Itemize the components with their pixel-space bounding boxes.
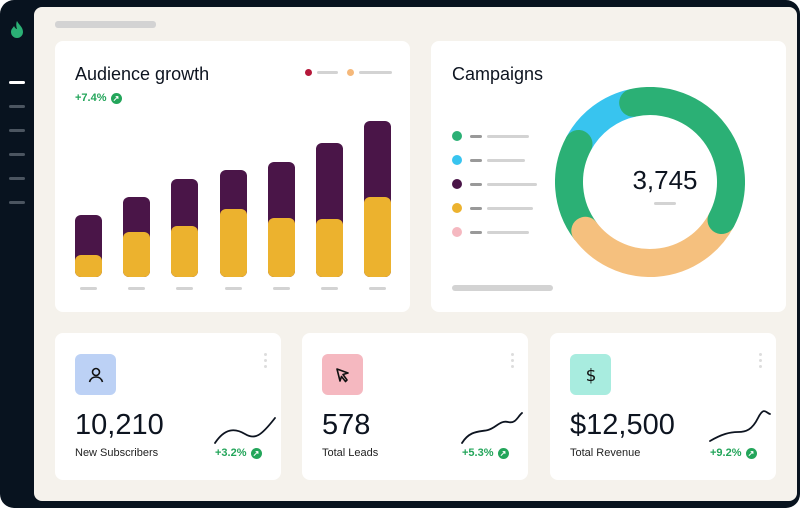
stat-label: Total Leads: [322, 447, 379, 459]
sidebar-item-2[interactable]: [9, 105, 25, 108]
user-icon: [75, 354, 116, 395]
legend-dot: [452, 155, 462, 165]
bar-segment-yellow[interactable]: [267, 218, 295, 277]
bar-segment-yellow[interactable]: [316, 219, 343, 277]
x-tick-placeholder: [369, 287, 387, 290]
total-label-placeholder: [654, 202, 676, 205]
legend-label-placeholder: [487, 183, 537, 186]
donut-chart: [555, 87, 745, 277]
x-tick-placeholder: [128, 287, 146, 290]
arrow-up-right-icon: ↗: [745, 447, 757, 459]
sparkline: [214, 417, 276, 444]
stat-label: New Subscribers: [75, 447, 159, 459]
x-tick-placeholder: [272, 287, 290, 290]
stat-card: 10,210 New Subscribers +3.2% ↗: [55, 333, 281, 480]
campaigns-card: Campaigns 3,745: [431, 41, 786, 312]
x-tick-placeholder: [80, 287, 97, 290]
svg-text:$: $: [585, 366, 596, 385]
card-title: Audience growth: [75, 64, 210, 84]
arrow-up-right-icon: ↗: [250, 447, 262, 459]
sidebar-item-4[interactable]: [9, 153, 25, 156]
legend-value-placeholder: [470, 135, 482, 138]
legend-value-placeholder: [470, 183, 482, 186]
legend-label-placeholder: [317, 71, 338, 74]
stat-change: +3.2% ↗: [215, 447, 262, 459]
stat-value: $12,500: [570, 409, 675, 441]
donut-slice[interactable]: [571, 206, 736, 277]
legend-label-placeholder: [487, 135, 529, 138]
stat-change: +9.2% ↗: [710, 447, 757, 459]
x-tick-placeholder: [321, 287, 338, 290]
legend-label-placeholder: [487, 231, 529, 234]
header-placeholder: [55, 21, 156, 28]
legend-dot: [452, 227, 462, 237]
legend-value-placeholder: [470, 207, 482, 210]
growth-change: +7.4% ↗: [75, 92, 122, 104]
card-title: Campaigns: [452, 64, 544, 84]
bar-segment-yellow[interactable]: [123, 232, 151, 277]
donut-slice[interactable]: [619, 87, 745, 235]
campaigns-total: 3,745: [632, 165, 698, 195]
legend-value-placeholder: [470, 159, 482, 162]
bar-segment-yellow[interactable]: [364, 197, 392, 277]
audience-growth-card: Audience growth +7.4% ↗: [55, 41, 410, 312]
cursor-icon: [322, 354, 363, 395]
dollar-icon: $: [570, 354, 611, 395]
legend-label-placeholder: [487, 159, 525, 162]
stat-card: 578 Total Leads +5.3% ↗: [302, 333, 528, 480]
sidebar-item-1[interactable]: [9, 81, 25, 84]
main-content: Audience growth +7.4% ↗ Campaigns 3,745 1…: [34, 7, 797, 501]
bar-segment-yellow[interactable]: [219, 209, 247, 277]
x-tick-placeholder: [176, 287, 194, 290]
legend-value-placeholder: [470, 231, 482, 234]
legend-dot: [305, 69, 312, 76]
more-options-icon[interactable]: [511, 353, 515, 371]
stat-label: Total Revenue: [570, 447, 641, 459]
legend-label-placeholder: [487, 207, 533, 210]
more-options-icon[interactable]: [264, 353, 268, 371]
legend-dot: [452, 203, 462, 213]
sidebar-item-6[interactable]: [9, 201, 25, 204]
legend-dot: [452, 131, 462, 141]
footer-placeholder: [452, 285, 553, 291]
more-options-icon[interactable]: [759, 353, 763, 371]
stat-value: 10,210: [75, 409, 164, 441]
bar-segment-yellow[interactable]: [171, 226, 199, 277]
x-tick-placeholder: [224, 287, 242, 290]
stat-value: 578: [322, 409, 371, 441]
flame-logo-icon: [11, 21, 23, 38]
sparkline: [461, 412, 523, 444]
arrow-up-right-icon: ↗: [110, 92, 122, 104]
arrow-up-right-icon: ↗: [497, 447, 509, 459]
legend-label-placeholder: [359, 71, 392, 74]
legend-dot: [347, 69, 354, 76]
sidebar-item-5[interactable]: [9, 177, 25, 180]
legend-dot: [452, 179, 462, 189]
sidebar-item-3[interactable]: [9, 129, 25, 132]
bar-segment-yellow[interactable]: [75, 255, 102, 277]
stat-card: $ $12,500 Total Revenue +9.2% ↗: [550, 333, 776, 480]
stat-change: +5.3% ↗: [462, 447, 509, 459]
sparkline: [709, 410, 771, 442]
